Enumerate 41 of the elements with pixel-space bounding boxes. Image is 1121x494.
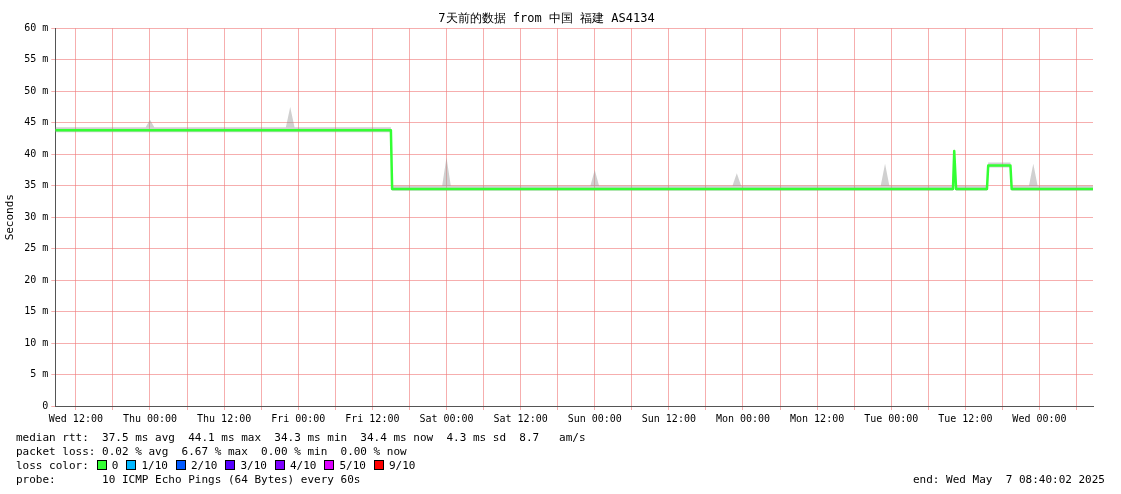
text: 5/10 bbox=[339, 459, 366, 472]
x-tick-label: Sun 00:00 bbox=[567, 412, 622, 424]
text: loss color: bbox=[16, 459, 89, 472]
x-tick-label: Mon 00:00 bbox=[715, 412, 771, 424]
x-tick-label: Wed 12:00 bbox=[48, 412, 103, 424]
y-tick-label: 25 m bbox=[24, 242, 49, 254]
x-tick-label: Fri 00:00 bbox=[271, 412, 326, 424]
x-tick-label: Sat 00:00 bbox=[419, 412, 474, 424]
x-tick-label: Sun 12:00 bbox=[641, 412, 696, 424]
y-tick-label: 30 m bbox=[24, 210, 49, 222]
x-tick-label: Sat 12:00 bbox=[493, 412, 548, 424]
y-tick-label: 10 m bbox=[24, 336, 49, 348]
x-tick-label: Thu 00:00 bbox=[122, 412, 178, 424]
x-tick-label: Wed 00:00 bbox=[1012, 412, 1067, 424]
y-tick-label: 45 m bbox=[24, 116, 49, 128]
text: 4/10 bbox=[289, 459, 317, 472]
x-tick-label: Tue 00:00 bbox=[864, 412, 919, 424]
x-tick-label: Mon 12:00 bbox=[790, 412, 845, 424]
text: end: Wed May 7 08:40:02 2025 bbox=[912, 473, 1105, 486]
x-tick-label: Thu 12:00 bbox=[197, 412, 252, 424]
y-tick-label: 15 m bbox=[24, 305, 49, 317]
text: 1/10 bbox=[141, 459, 168, 472]
y-tick-label: 20 m bbox=[24, 273, 49, 285]
y-tick-label: 40 m bbox=[24, 147, 49, 159]
text: 0 bbox=[111, 459, 119, 472]
text: 9/10 bbox=[388, 459, 416, 472]
y-tick-label: 55 m bbox=[24, 53, 49, 65]
chart-title: 7天前的数据 from 中国 福建 AS4134 bbox=[438, 11, 655, 26]
y-tick-label: 35 m bbox=[24, 179, 49, 191]
text: 2/10 bbox=[190, 459, 218, 472]
y-tick-label: 60 m bbox=[24, 21, 49, 33]
y-tick-label: 50 m bbox=[24, 84, 49, 96]
y-tick-label: 5 m bbox=[30, 368, 49, 380]
text: packet loss: 0.02 % avg 6.67 % max 0.00 % min 0.00 % now bbox=[16, 445, 407, 458]
y-tick-label: 0 bbox=[42, 399, 49, 411]
text: 3/10 bbox=[240, 459, 267, 472]
text: median rtt: 37.5 ms avg 44.1 ms max 34.3 ms min 34.4 ms now 4.3 ms sd 8.7 am/s bbox=[16, 431, 586, 444]
x-tick-label: Tue 12:00 bbox=[938, 412, 993, 424]
text: probe: 10 ICMP Echo Pings (64 Bytes) every 60s bbox=[16, 473, 361, 486]
x-tick-label: Fri 12:00 bbox=[345, 412, 400, 424]
y-axis-title: Seconds bbox=[3, 194, 17, 241]
